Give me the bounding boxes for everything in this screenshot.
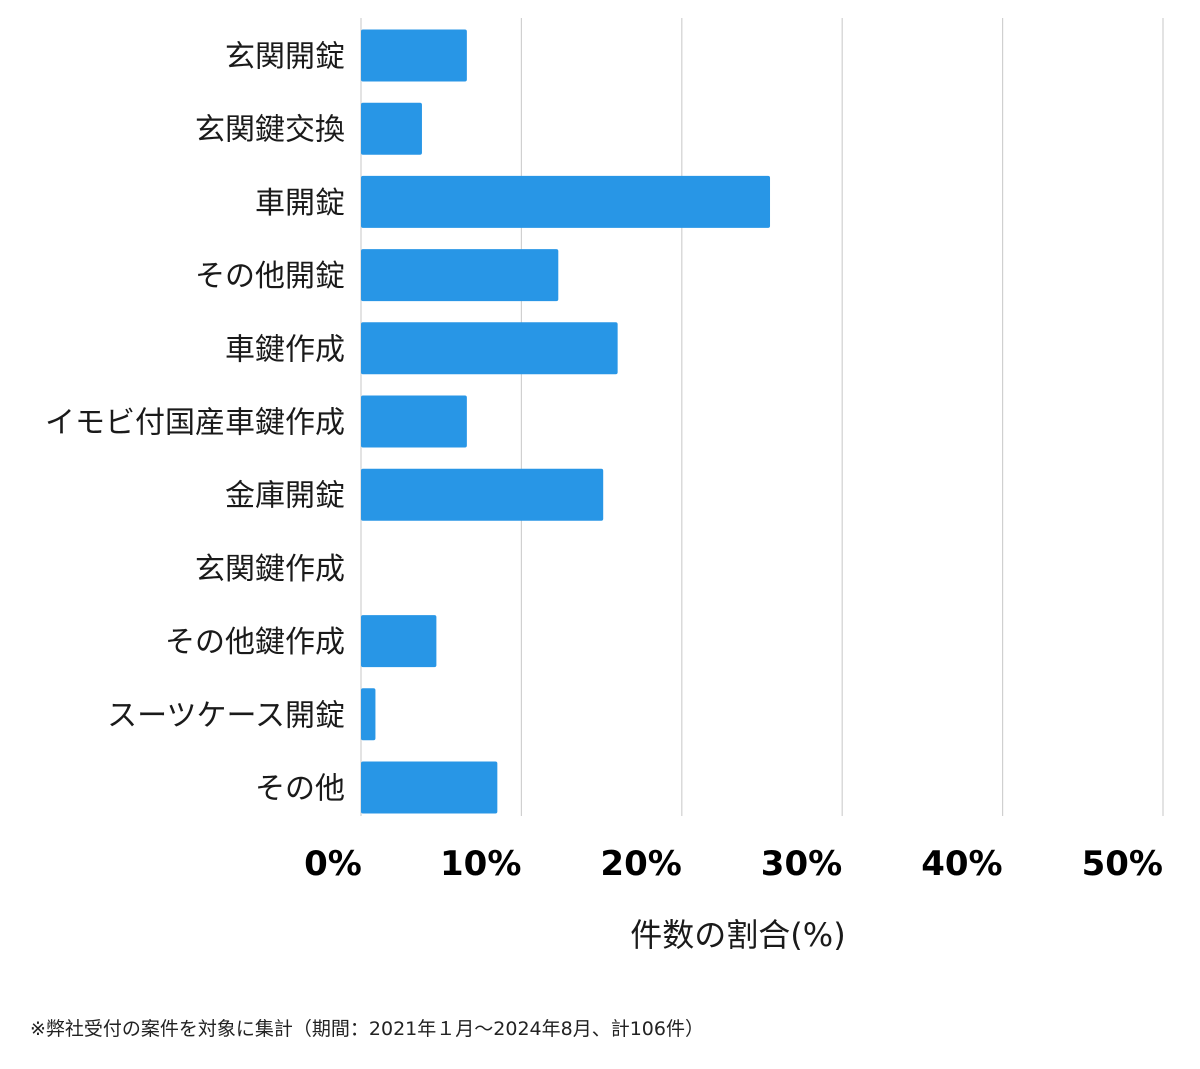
- bar-3: [361, 249, 559, 302]
- category-label: 玄関鍵交換: [195, 113, 345, 148]
- bar-5: [361, 395, 467, 448]
- category-label: その他: [255, 772, 345, 807]
- category-label: その他鍵作成: [165, 625, 345, 660]
- bars: [361, 29, 771, 814]
- category-label: 玄関鍵作成: [195, 552, 345, 587]
- x-tick-label: 30%: [761, 844, 842, 884]
- bar-0: [361, 29, 467, 82]
- x-tick-labels: 0% 10% 20% 30% 40% 50%: [304, 844, 1163, 884]
- x-tick-label: 50%: [1082, 844, 1163, 884]
- category-labels: 玄関開錠玄関鍵交換車開錠その他開錠車鍵作成イモビ付国産車鍵作成金庫開錠玄関鍵作成…: [45, 40, 345, 807]
- x-tick-label: 20%: [600, 844, 681, 884]
- bar-6: [361, 468, 604, 521]
- bar-1: [361, 102, 422, 155]
- category-label: 金庫開錠: [225, 479, 345, 514]
- bar-4: [361, 322, 618, 375]
- bar-10: [361, 761, 498, 814]
- bar-2: [361, 175, 771, 228]
- category-label: 玄関開錠: [225, 40, 345, 75]
- x-tick-label: 0%: [304, 844, 362, 884]
- bar-8: [361, 615, 437, 668]
- category-label: スーツケース開錠: [107, 698, 345, 733]
- grid-lines: [360, 18, 1164, 816]
- category-label: イモビ付国産車鍵作成: [45, 406, 345, 441]
- x-axis-title: 件数の割合(%): [630, 916, 845, 954]
- category-label: その他開錠: [195, 259, 345, 294]
- bar-9: [361, 688, 376, 741]
- category-label: 車開錠: [255, 186, 345, 221]
- category-label: 車鍵作成: [225, 332, 345, 367]
- footnote: ※弊社受付の案件を対象に集計（期間：2021年１月〜2024年8月、計106件）: [30, 1018, 704, 1040]
- x-tick-label: 40%: [921, 844, 1002, 884]
- x-tick-label: 10%: [440, 844, 521, 884]
- bar-chart: 玄関開錠玄関鍵交換車開錠その他開錠車鍵作成イモビ付国産車鍵作成金庫開錠玄関鍵作成…: [45, 18, 1164, 954]
